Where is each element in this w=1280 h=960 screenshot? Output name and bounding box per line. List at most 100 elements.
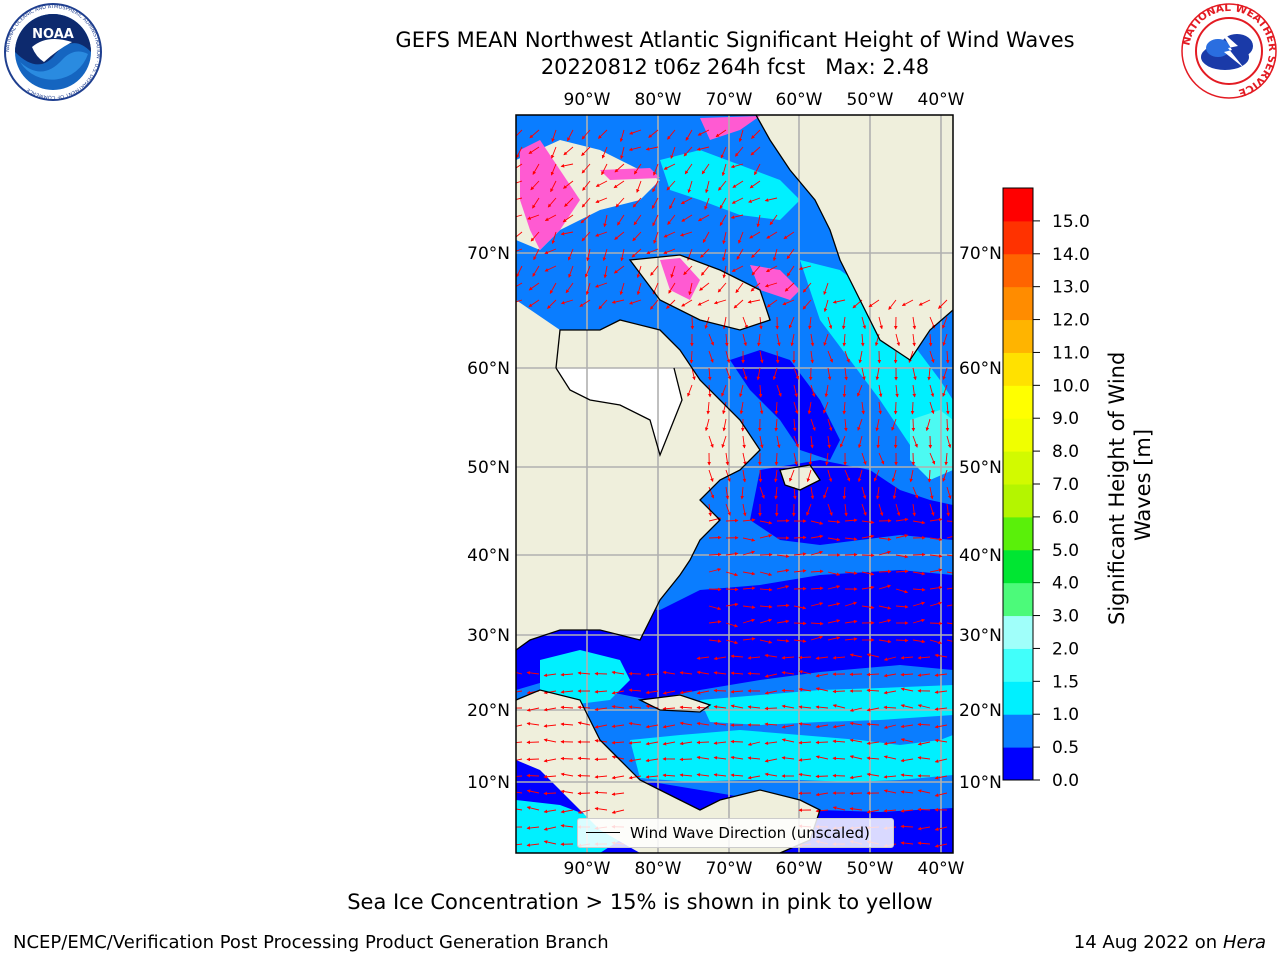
wave-arrow	[669, 197, 676, 210]
wave-arrow	[722, 248, 727, 262]
wave-arrow	[663, 163, 676, 170]
wave-arrow	[528, 146, 540, 154]
wave-arrow	[824, 384, 829, 398]
wave-arrow	[866, 756, 880, 760]
wave-arrow	[751, 265, 761, 276]
wave-arrow	[793, 486, 797, 500]
wave-arrow	[901, 299, 914, 306]
wave-arrow	[526, 843, 540, 847]
lat-label-right-3: 40°N	[959, 546, 1002, 566]
wave-arrow	[725, 571, 739, 577]
wave-arrow	[645, 724, 659, 729]
wave-arrow	[708, 552, 722, 557]
wave-arrow	[725, 503, 731, 516]
colorbar-tick-label-17: 15.0	[1052, 212, 1090, 232]
wave-arrow	[650, 299, 659, 310]
wave-arrow	[594, 689, 608, 694]
sea-ice-arctic-archipelago	[520, 140, 580, 250]
wave-arrow	[910, 401, 915, 415]
wave-arrow	[827, 503, 833, 516]
colorbar-segment-11	[1003, 385, 1033, 419]
wave-arrow	[708, 384, 712, 398]
wave-arrow	[900, 773, 914, 777]
wave-arrow	[912, 384, 917, 398]
wave-arrow	[912, 503, 916, 517]
wave-arrow	[636, 282, 642, 296]
colorbar-segment-3	[1003, 648, 1033, 682]
wave-arrow	[929, 503, 935, 516]
wave-arrow	[844, 571, 858, 575]
wave-arrow	[742, 503, 747, 517]
newfoundland-land	[780, 465, 820, 490]
colorbar-segment-10	[1003, 418, 1033, 452]
wave-arrow	[912, 486, 919, 499]
wave-arrow	[567, 248, 574, 261]
wave-arrow	[781, 670, 795, 675]
production-date-text: 14 Aug 2022 on	[1073, 932, 1218, 953]
wave-arrow	[708, 605, 722, 611]
wave-arrow	[776, 619, 790, 624]
wave-arrow	[776, 603, 790, 608]
colorbar-tick-label-16: 14.0	[1052, 245, 1090, 265]
wave-arrow	[917, 807, 931, 812]
wave-arrow	[793, 535, 807, 540]
wave-arrow	[900, 841, 914, 845]
wave-arrow	[725, 602, 739, 607]
wave-arrow	[615, 197, 625, 208]
production-host: Hera	[1222, 932, 1266, 953]
wave-arrow	[764, 706, 778, 711]
wave-arrow	[866, 653, 880, 658]
wave-arrow	[730, 773, 744, 777]
wave-arrow	[628, 758, 642, 763]
wave-arrow	[883, 789, 897, 794]
wave-arrow	[774, 486, 778, 500]
wave-field-1-0-1-5-labrador	[660, 150, 800, 220]
wave-arrow	[842, 401, 847, 415]
wave-arrow	[713, 705, 727, 709]
wave-arrow	[861, 534, 875, 539]
colorbar-tick-label-8: 6.0	[1052, 508, 1079, 528]
wave-arrow	[945, 350, 950, 364]
wave-arrow	[662, 741, 676, 746]
wave-arrow	[842, 333, 847, 347]
wave-arrow	[696, 690, 710, 695]
chart-subtitle: 20220812 t06z 264h fcst Max: 2.48	[540, 55, 930, 79]
wave-arrow	[857, 384, 863, 397]
greenland-coast	[755, 115, 953, 361]
wave-arrow	[679, 741, 693, 746]
wave-arrow	[781, 724, 795, 729]
wave-arrow	[697, 129, 710, 136]
wave-arrow	[806, 469, 812, 483]
wave-arrow	[929, 585, 943, 590]
wave-arrow	[810, 534, 824, 539]
lat-label-left-1: 60°N	[467, 359, 510, 379]
wave-arrow	[827, 435, 831, 449]
wave-arrow	[634, 163, 642, 175]
wave-arrow	[786, 265, 795, 277]
wave-arrow	[759, 350, 764, 364]
wave-arrow	[543, 791, 557, 796]
wave-arrow	[581, 231, 591, 242]
wave-arrow	[810, 621, 824, 626]
wave-arrow	[560, 299, 574, 305]
wave-arrow	[934, 724, 948, 729]
wave-arrow	[662, 706, 676, 711]
wave-arrow	[549, 282, 557, 295]
wave-arrow	[652, 214, 659, 227]
wave-arrow	[738, 129, 744, 143]
wave-arrow	[827, 350, 833, 363]
wave-arrow	[917, 789, 931, 794]
wave-arrow	[798, 655, 812, 660]
wave-arrow	[868, 299, 880, 308]
wave-arrow	[942, 469, 948, 482]
lat-label-left-0: 70°N	[467, 244, 510, 264]
wave-arrow	[722, 401, 727, 415]
wave-arrow	[611, 809, 625, 814]
wave-arrow	[582, 180, 591, 191]
wave-arrow	[944, 452, 948, 466]
wave-arrow	[759, 604, 773, 609]
wave-arrow	[827, 585, 841, 590]
wave-arrow	[715, 129, 727, 138]
wave-arrow	[861, 452, 867, 465]
wave-arrow	[769, 214, 778, 226]
